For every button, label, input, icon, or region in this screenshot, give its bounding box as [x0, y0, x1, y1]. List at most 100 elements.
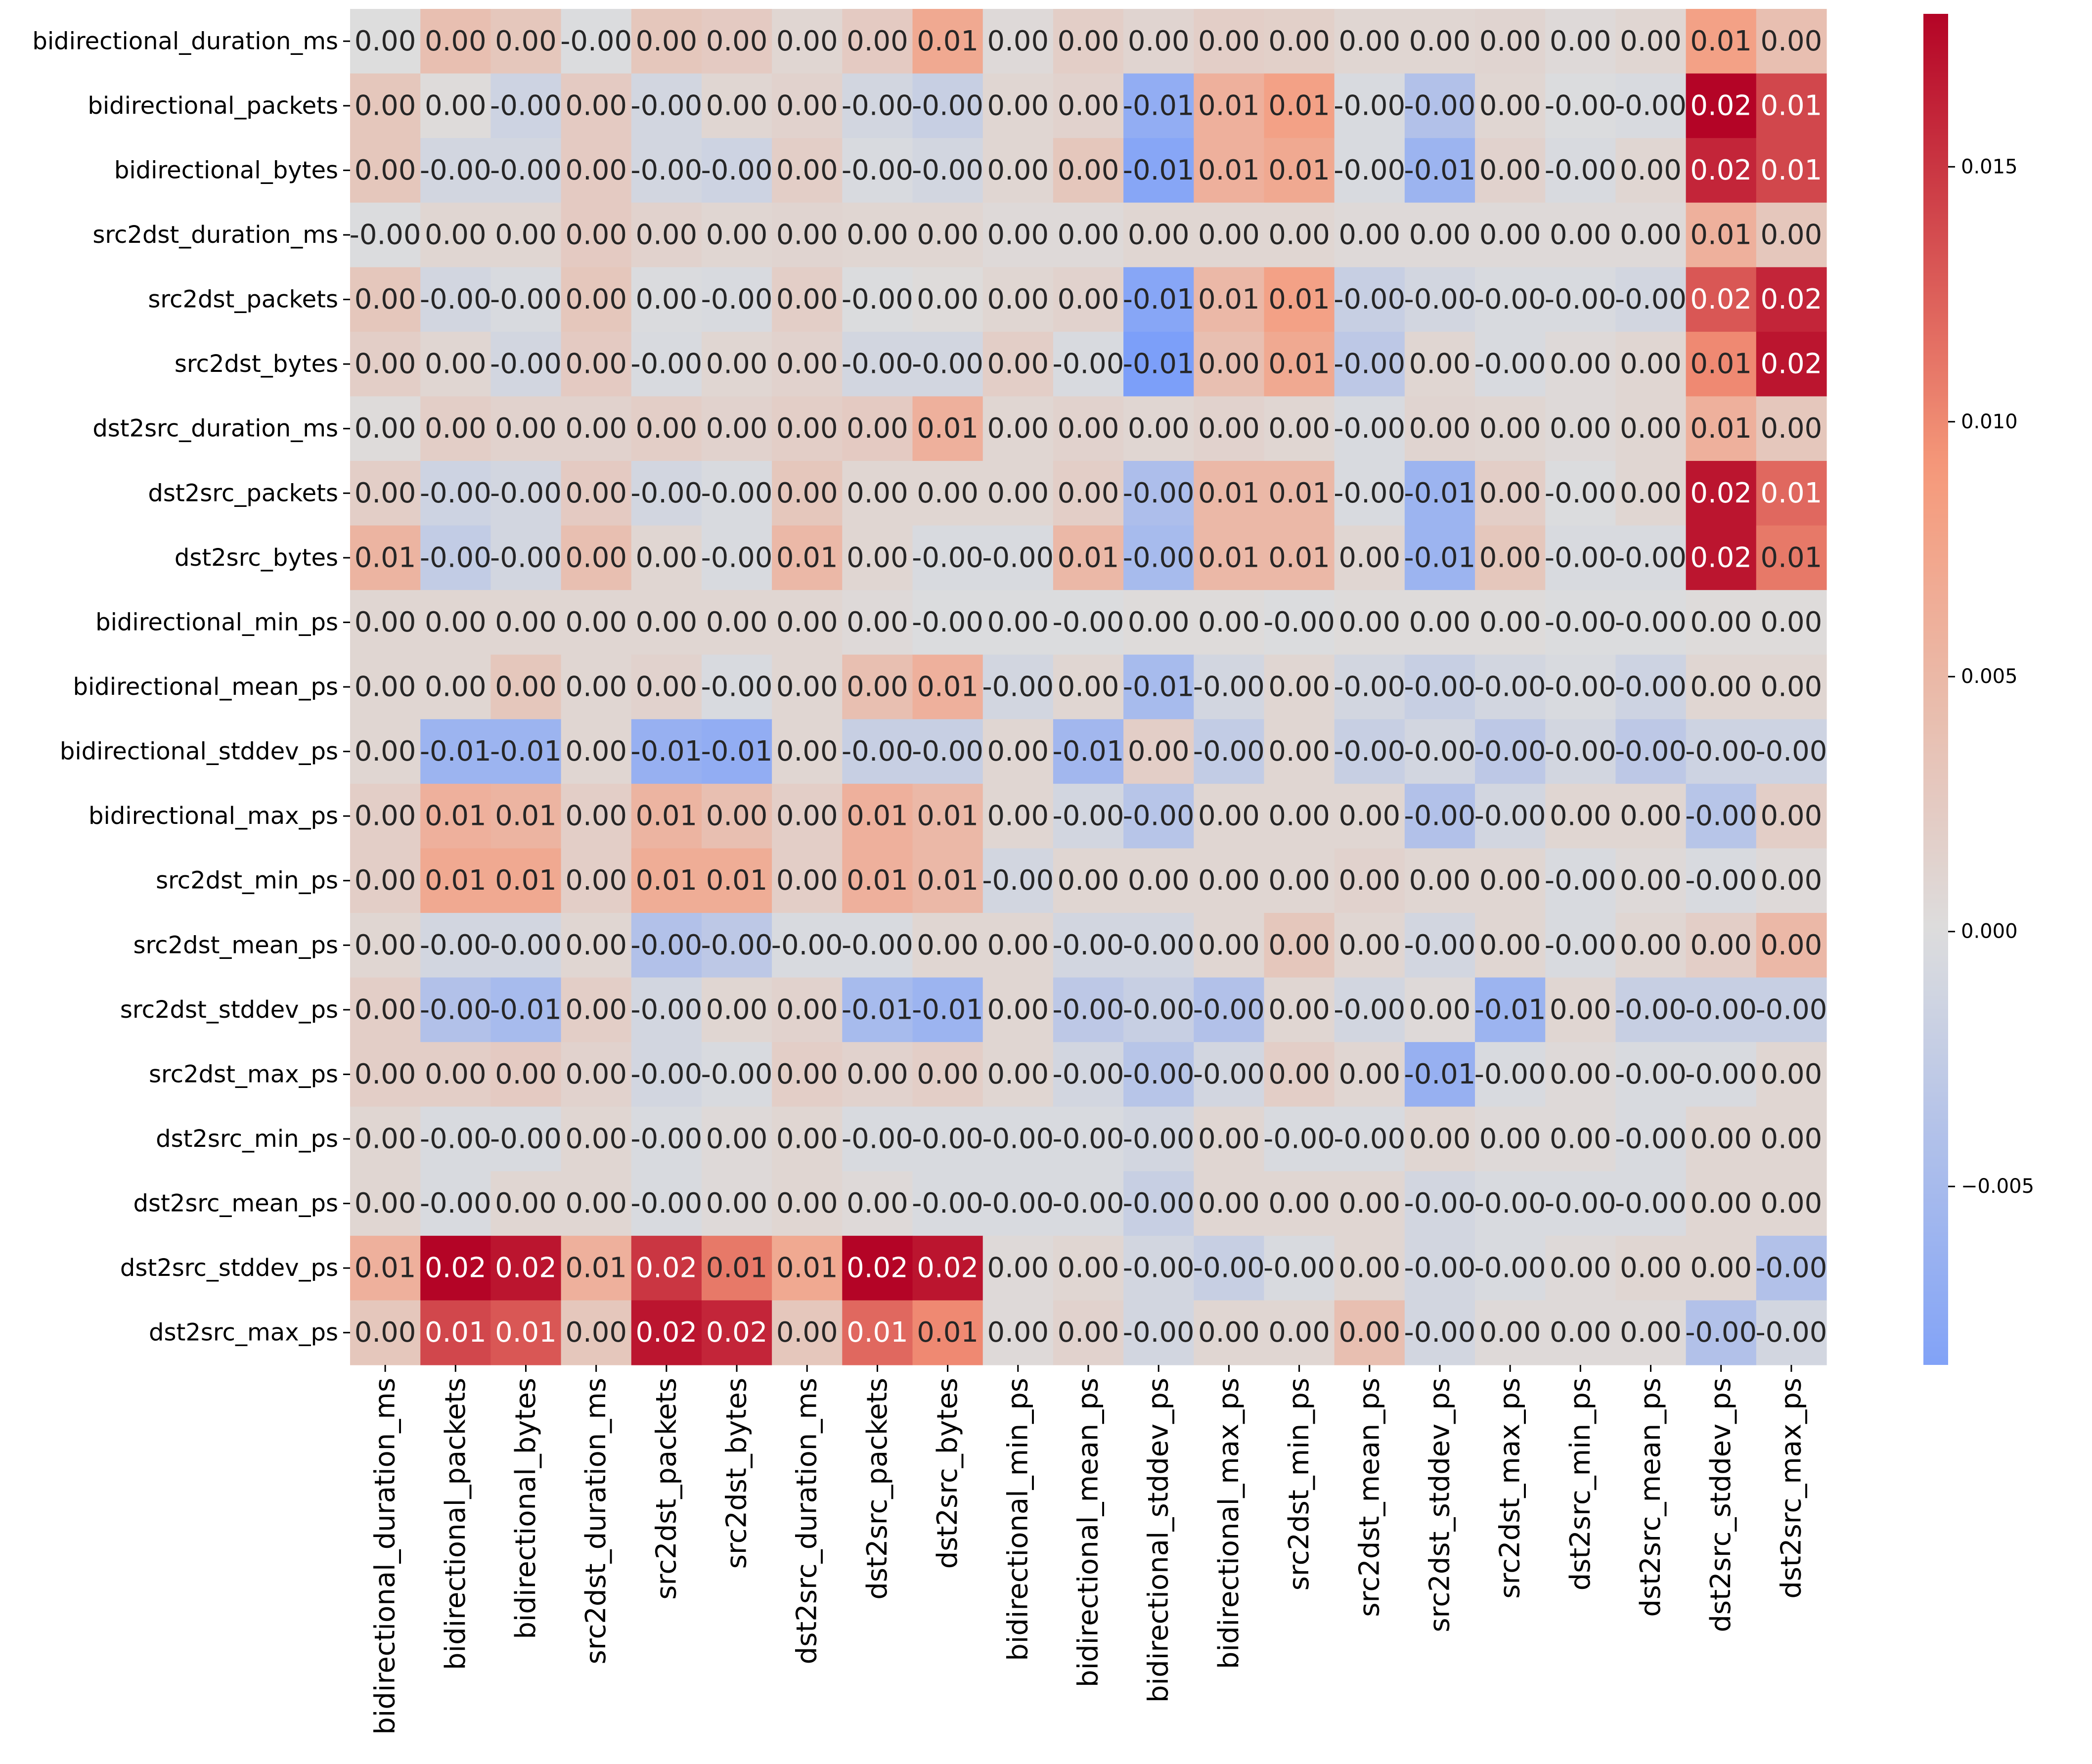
heatmap-cell	[842, 396, 913, 461]
heatmap-cell	[772, 1042, 843, 1107]
cell-value-label: 0.00	[565, 929, 627, 961]
cell-value-label: 0.00	[706, 994, 768, 1026]
cell-value-label: 0.00	[846, 477, 908, 509]
heatmap-cell	[1404, 977, 1475, 1042]
heatmap-cell	[1475, 396, 1546, 461]
cell-value-label: 0.00	[1479, 542, 1541, 574]
heatmap-cell	[420, 138, 491, 203]
heatmap-cell	[350, 719, 421, 784]
cell-value-label: 0.00	[1198, 800, 1260, 832]
cell-value-label: 0.02	[706, 1316, 768, 1349]
heatmap-cell	[1475, 138, 1546, 203]
cell-value-label: 0.00	[1338, 606, 1400, 638]
heatmap-cell	[1194, 1300, 1265, 1365]
heatmap-cell	[490, 913, 562, 978]
cell-value-label: 0.01	[846, 864, 908, 897]
x-tick-label: src2dst_duration_ms	[580, 1378, 612, 1664]
cell-value-label: 0.00	[1409, 412, 1471, 445]
cell-value-label: -0.01	[1404, 1058, 1475, 1090]
heatmap-cell	[1686, 719, 1757, 784]
heatmap-cell	[350, 1235, 421, 1301]
heatmap-cell	[1756, 654, 1827, 720]
heatmap-cell	[350, 73, 421, 138]
cell-value-label: 0.00	[1550, 994, 1611, 1026]
heatmap-cell	[631, 1300, 702, 1365]
heatmap-cell	[1123, 525, 1194, 590]
heatmap-cell	[842, 1171, 913, 1236]
cell-value-label: 0.01	[495, 1316, 557, 1349]
heatmap-cell	[1334, 73, 1405, 138]
heatmap-cell	[772, 461, 843, 526]
cell-value-label: 0.00	[425, 671, 487, 703]
heatmap-cell	[420, 9, 491, 74]
heatmap-cell	[701, 73, 772, 138]
cell-value-label: -0.00	[630, 90, 702, 122]
y-tick-label: dst2src_bytes	[175, 544, 338, 572]
heatmap-cell	[1194, 331, 1265, 397]
cell-value-label: 0.01	[1690, 348, 1752, 380]
cell-value-label: -0.00	[420, 542, 491, 574]
heatmap-cell	[1264, 525, 1335, 590]
cell-value-label: 0.02	[636, 1316, 698, 1349]
heatmap-cell	[631, 848, 702, 913]
cell-value-label: 0.00	[917, 1058, 979, 1090]
y-tick-label: bidirectional_min_ps	[95, 608, 338, 636]
heatmap-cell	[420, 913, 491, 978]
cell-value-label: 0.00	[495, 25, 557, 57]
heatmap-cell	[982, 461, 1054, 526]
heatmap-cell	[1264, 9, 1335, 74]
cell-value-label: 0.00	[1338, 1316, 1400, 1349]
cell-value-label: 0.00	[1058, 90, 1119, 122]
cell-value-label: 0.00	[495, 671, 557, 703]
heatmap-cell	[1123, 1300, 1194, 1365]
cell-value-label: -0.00	[630, 348, 702, 380]
heatmap-cell	[842, 1235, 913, 1301]
heatmap-cell	[1334, 396, 1405, 461]
cell-value-label: 0.00	[1479, 864, 1541, 897]
heatmap-cell	[842, 1042, 913, 1107]
heatmap-cell	[1194, 1106, 1265, 1172]
heatmap-cell	[1756, 1171, 1827, 1236]
heatmap-cell	[1194, 267, 1265, 332]
heatmap-cell	[1686, 525, 1757, 590]
heatmap-cell	[772, 9, 843, 74]
cell-value-label: 0.00	[776, 25, 838, 57]
heatmap-cell	[912, 73, 983, 138]
cell-value-label: -0.00	[842, 154, 913, 186]
cell-value-label: -0.00	[1545, 283, 1616, 316]
cell-value-label: -0.00	[1123, 1316, 1195, 1349]
heatmap-cell	[982, 396, 1054, 461]
heatmap-cell	[701, 1106, 772, 1172]
cell-value-label: 0.00	[1620, 477, 1682, 509]
cell-value-label: 0.00	[987, 606, 1049, 638]
cell-value-label: 0.00	[565, 219, 627, 251]
cell-value-label: 0.00	[1338, 542, 1400, 574]
cell-value-label: 0.00	[917, 219, 979, 251]
heatmap-cell	[631, 73, 702, 138]
cell-value-label: 0.00	[355, 477, 416, 509]
cell-value-label: -0.00	[490, 1123, 562, 1155]
heatmap-cell	[1334, 913, 1405, 978]
cell-value-label: -0.00	[1334, 348, 1405, 380]
heatmap-cell	[1334, 1106, 1405, 1172]
cell-value-label: -0.00	[1263, 606, 1335, 638]
heatmap-cell	[1053, 202, 1124, 268]
heatmap-cell	[1264, 461, 1335, 526]
cell-value-label: 0.00	[355, 800, 416, 832]
cell-value-label: -0.00	[1193, 1058, 1265, 1090]
heatmap-cell	[912, 461, 983, 526]
cell-value-label: -0.00	[1053, 1058, 1124, 1090]
heatmap-cell	[912, 590, 983, 655]
cell-value-label: 0.00	[495, 606, 557, 638]
heatmap-cell	[1475, 848, 1546, 913]
cell-value-label: 0.00	[1198, 929, 1260, 961]
heatmap-cell	[490, 202, 562, 268]
heatmap-cell	[772, 848, 843, 913]
heatmap-cell	[631, 267, 702, 332]
colorbar-tick-label: −0.005	[1961, 1175, 2034, 1198]
cell-value-label: 0.00	[1198, 219, 1260, 251]
heatmap-cell	[1545, 913, 1616, 978]
heatmap-cell	[701, 654, 772, 720]
x-tick-label: dst2src_stddev_ps	[1705, 1378, 1737, 1632]
heatmap-cell	[350, 396, 421, 461]
